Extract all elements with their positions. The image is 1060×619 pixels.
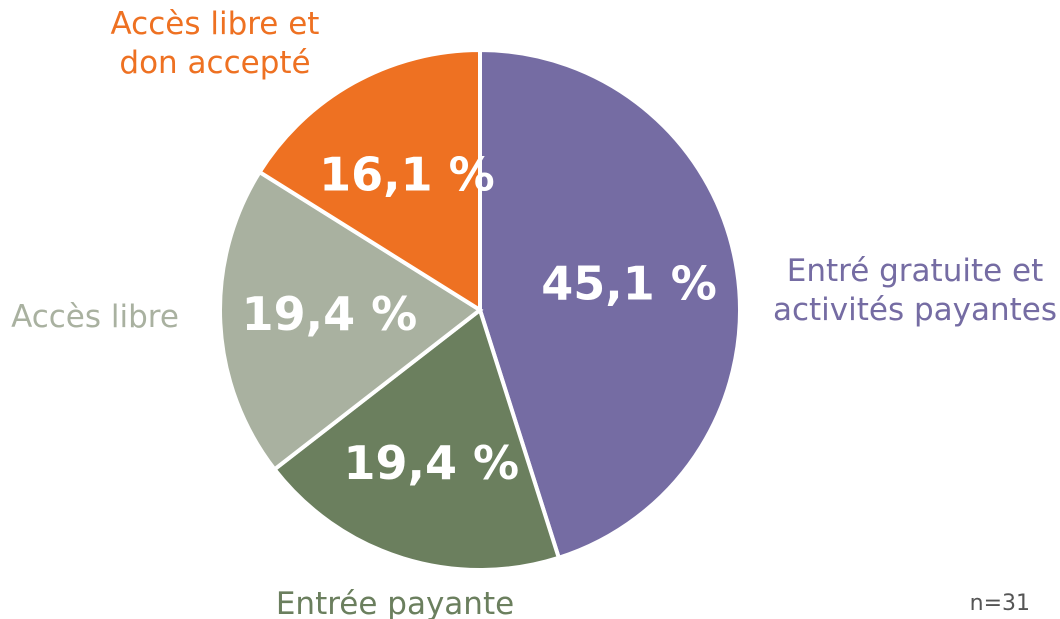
- category-line: activités payantes: [773, 292, 1057, 328]
- pie-slice: [478, 47, 742, 561]
- category-line: Accès libre: [11, 299, 179, 335]
- category-line: Entré gratuite et: [787, 253, 1044, 289]
- value-label: 16,1 %: [319, 148, 495, 202]
- category-label: Accès libre et don accepté: [111, 6, 320, 81]
- category-label: Entrée payante: [276, 586, 514, 619]
- category-label: Entré gratuite et activités payantes: [773, 253, 1057, 328]
- annotation: n=31: [970, 591, 1030, 616]
- value-label: 19,4 %: [242, 287, 418, 341]
- value-label: 45,1 %: [541, 256, 717, 310]
- pie-slice: [218, 169, 484, 473]
- category-line: Accès libre et: [111, 6, 320, 42]
- pie-slice: [271, 306, 562, 572]
- category-line: Entrée payante: [276, 586, 514, 619]
- category-line: don accepté: [119, 45, 310, 81]
- category-label: Accès libre: [11, 299, 179, 335]
- value-label: 19,4 %: [344, 436, 520, 490]
- pie-slice: [256, 47, 482, 314]
